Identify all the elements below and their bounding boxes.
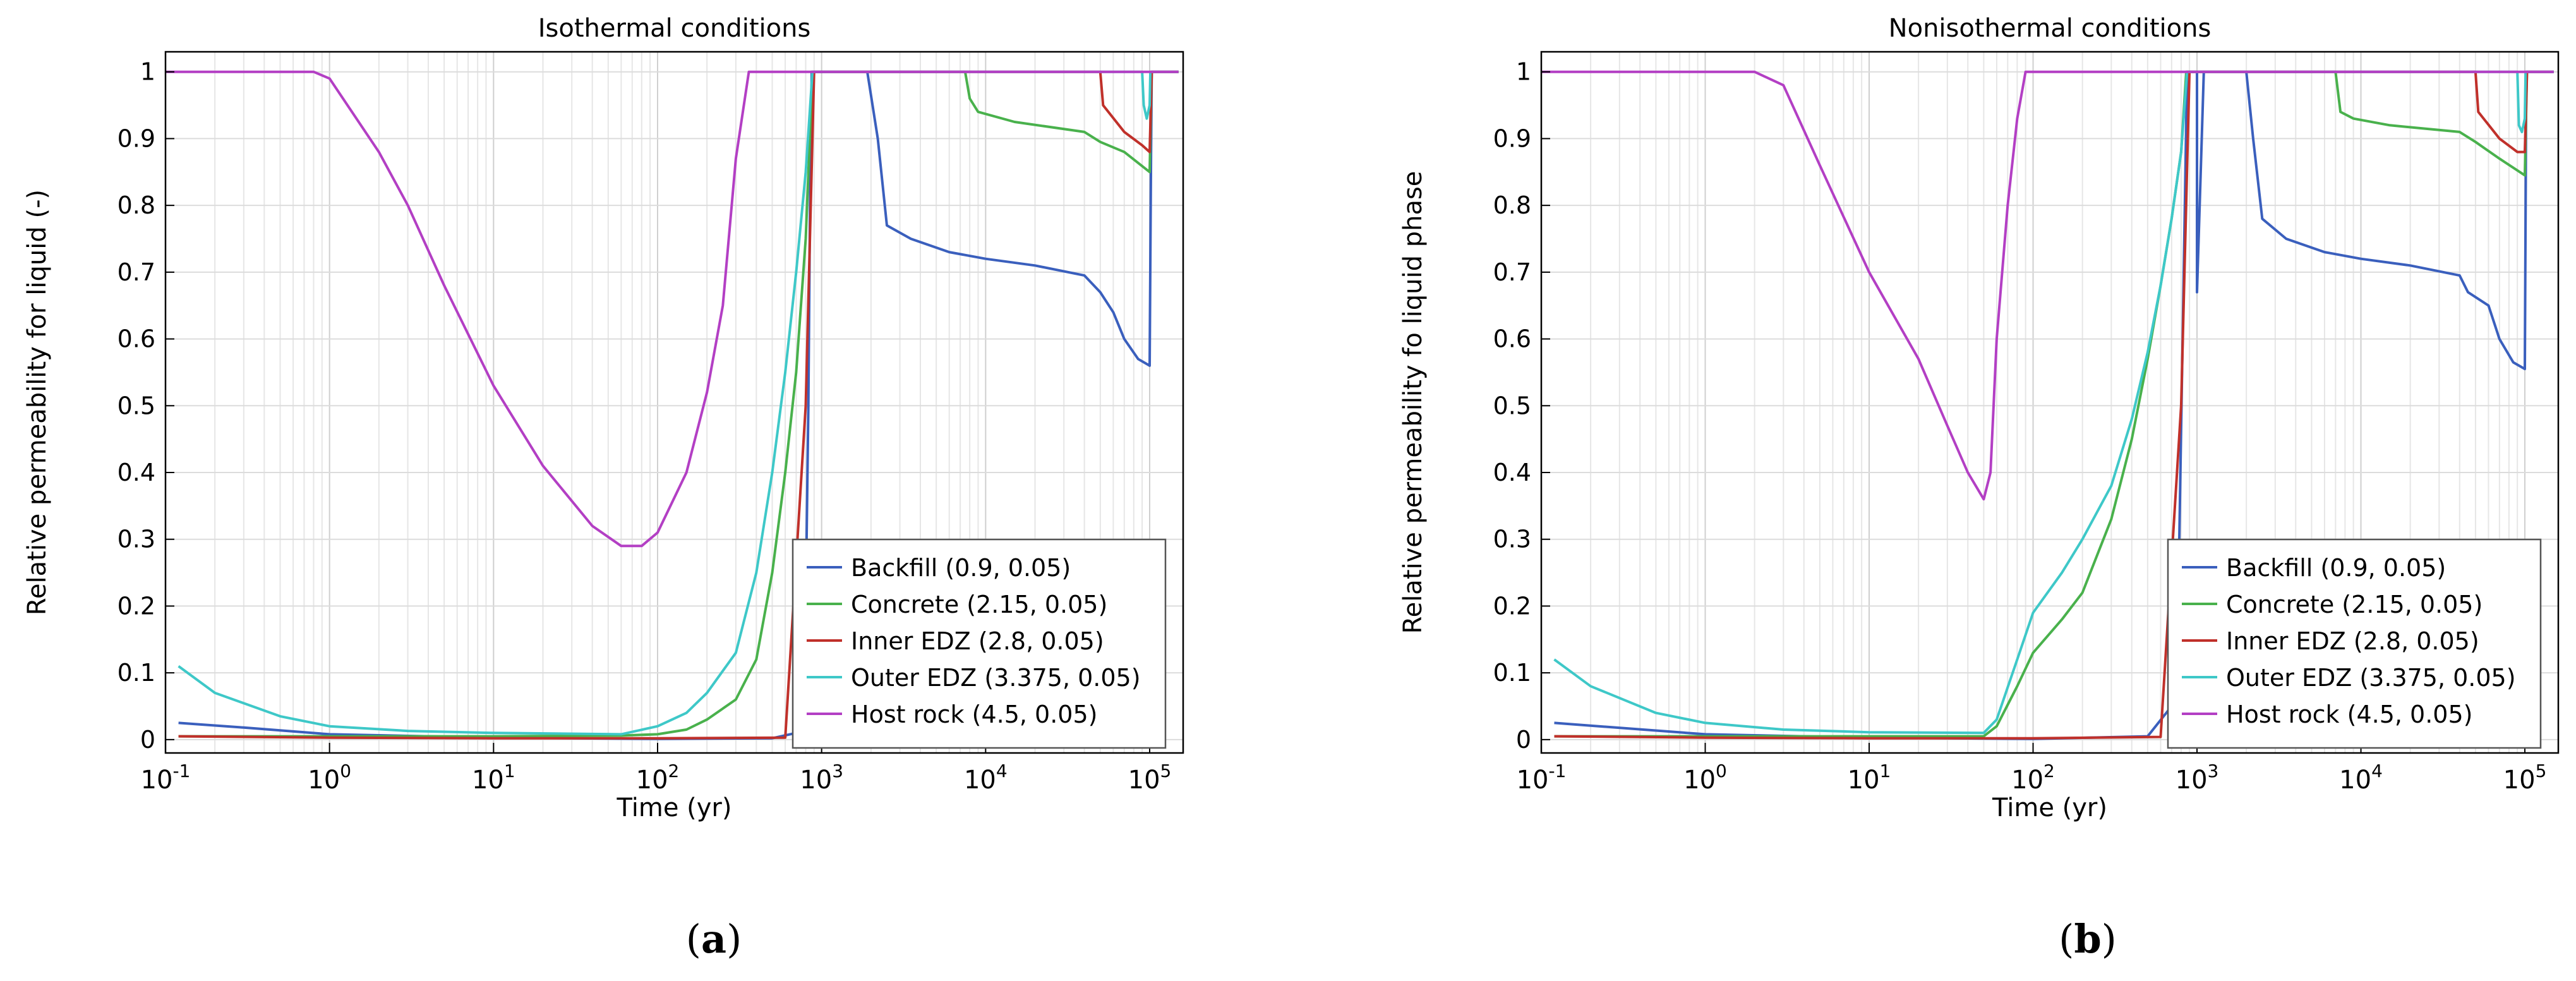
series-group [1541, 70, 2554, 740]
x-tick-base: 10 [2339, 766, 2371, 795]
legend: Backfill (0.9, 0.05) Concrete (2.15, 0.05… [2167, 538, 2542, 749]
y-tick-label: 0.3 [117, 526, 155, 553]
y-tick-label: 0 [1516, 726, 1531, 754]
y-tick-label: 0.8 [117, 191, 155, 219]
y-tick-label: 1 [140, 58, 155, 86]
x-tick-base: 10 [2011, 766, 2043, 795]
x-tick-label: 103 [2176, 761, 2219, 795]
y-tick-label: 0.9 [117, 124, 155, 152]
series-line-4 [1541, 70, 2554, 501]
x-tick-exponent: 3 [832, 761, 843, 781]
y-tick-label: 0.4 [117, 459, 155, 486]
x-tick-base: 10 [1517, 766, 1549, 795]
panel-label-a: (a) [685, 916, 742, 962]
x-tick-exponent: 0 [1716, 761, 1727, 781]
x-axis-label: Time (yr) [1992, 793, 2107, 822]
y-tick-label: 0 [140, 726, 155, 754]
legend-label-3: Outer EDZ (3.375, 0.05) [2226, 664, 2516, 692]
y-tick-label: 0.2 [1493, 592, 1531, 620]
y-axis-label: Relative permeability for liquid (-) [23, 190, 52, 615]
y-tick-label: 0.9 [1493, 124, 1531, 152]
y-tick-label: 0.7 [117, 258, 155, 286]
x-tick-label: 105 [2503, 761, 2547, 795]
x-tick-label: 103 [800, 761, 843, 795]
x-tick-base: 10 [800, 766, 832, 795]
legend: Backfill (0.9, 0.05) Concrete (2.15, 0.05… [791, 538, 1167, 749]
plot-frame [164, 51, 1184, 754]
y-tick-label: 0.1 [1493, 659, 1531, 687]
x-tick-base: 10 [308, 766, 340, 795]
x-tick-base: 10 [472, 766, 504, 795]
x-tick-exponent: 4 [996, 761, 1008, 781]
legend-box [791, 538, 1167, 749]
y-tick-label: 0.4 [1493, 459, 1531, 486]
legend-label-2: Inner EDZ (2.8, 0.05) [2226, 627, 2479, 655]
x-tick-label: 10-1 [1517, 761, 1567, 795]
x-tick-base: 10 [2503, 766, 2536, 795]
plot-frame [1540, 51, 2560, 754]
legend-box [2167, 538, 2542, 749]
x-tick-base: 10 [1848, 766, 1880, 795]
panel-label-b: (b) [2059, 916, 2117, 962]
x-tick-label: 105 [1128, 761, 1172, 795]
y-axis-label: Relative permeability fo liquid phase [1399, 171, 1428, 634]
x-tick-label: 104 [964, 761, 1008, 795]
x-tick-exponent: 1 [504, 761, 515, 781]
x-tick-exponent: 2 [2043, 761, 2055, 781]
x-tick-exponent: 4 [2371, 761, 2383, 781]
series-line-3 [1553, 70, 2554, 735]
series-line-1 [178, 70, 1179, 738]
legend-label-4: Host rock (4.5, 0.05) [851, 701, 1097, 728]
legend-label-0: Backfill (0.9, 0.05) [851, 554, 1071, 582]
x-tick-base: 10 [1683, 766, 1716, 795]
x-tick-exponent: 2 [668, 761, 680, 781]
chart-title: Nonisothermal conditions [1889, 14, 2212, 43]
series-line-3 [178, 70, 1179, 736]
x-tick-label: 102 [2011, 761, 2055, 795]
x-tick-exponent: 0 [340, 761, 351, 781]
x-tick-base: 10 [1128, 766, 1160, 795]
x-axis-label: Time (yr) [617, 793, 732, 822]
x-tick-label: 102 [636, 761, 680, 795]
x-tick-base: 10 [2176, 766, 2208, 795]
x-tick-label: 101 [472, 761, 515, 795]
legend-label-3: Outer EDZ (3.375, 0.05) [851, 664, 1141, 692]
y-tick-label: 1 [1516, 58, 1531, 86]
x-tick-exponent: 5 [1160, 761, 1172, 781]
legend-label-1: Concrete (2.15, 0.05) [2226, 591, 2483, 618]
y-tick-label: 0.5 [117, 392, 155, 419]
x-tick-label: 100 [308, 761, 351, 795]
x-tick-exponent: 5 [2536, 761, 2547, 781]
legend-label-1: Concrete (2.15, 0.05) [851, 591, 1107, 618]
legend-label-4: Host rock (4.5, 0.05) [2226, 701, 2472, 728]
x-tick-exponent: -1 [172, 761, 190, 781]
y-tick-label: 0.2 [117, 592, 155, 620]
x-tick-exponent: 1 [1880, 761, 1891, 781]
y-tick-label: 0.6 [1493, 325, 1531, 353]
x-tick-label: 100 [1683, 761, 1727, 795]
chart-title: Isothermal conditions [538, 14, 811, 43]
x-tick-base: 10 [964, 766, 996, 795]
legend-label-2: Inner EDZ (2.8, 0.05) [851, 627, 1104, 655]
y-tick-label: 0.1 [117, 659, 155, 687]
x-tick-base: 10 [636, 766, 668, 795]
series-group [166, 70, 1179, 740]
series-line-0 [1554, 70, 2554, 740]
x-tick-exponent: 3 [2208, 761, 2219, 781]
y-tick-label: 0.6 [117, 325, 155, 353]
x-tick-label: 10-1 [141, 761, 191, 795]
x-tick-exponent: -1 [1548, 761, 1566, 781]
x-tick-base: 10 [141, 766, 173, 795]
series-line-4 [166, 70, 1179, 548]
y-tick-label: 0.3 [1493, 526, 1531, 553]
x-tick-label: 101 [1848, 761, 1891, 795]
legend-label-0: Backfill (0.9, 0.05) [2226, 554, 2446, 582]
y-tick-label: 0.5 [1493, 392, 1531, 419]
y-tick-label: 0.7 [1493, 258, 1531, 286]
y-tick-label: 0.8 [1493, 191, 1531, 219]
x-tick-label: 104 [2339, 761, 2383, 795]
